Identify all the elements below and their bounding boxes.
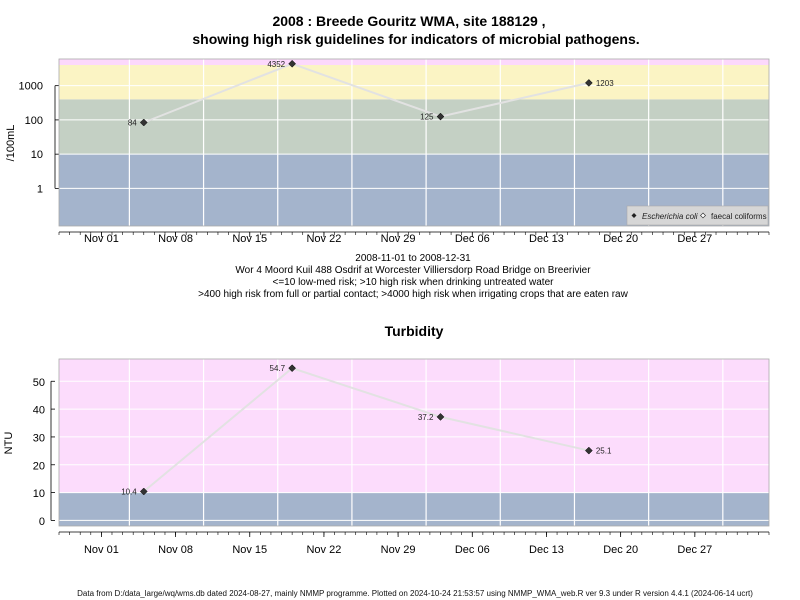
- x-tick-label: Dec 06: [455, 544, 490, 556]
- x-tick-label: Dec 13: [529, 544, 564, 556]
- y-tick-label: 0: [39, 516, 45, 528]
- chart2-title: Turbidity: [385, 323, 444, 339]
- chart1-caption-2: Wor 4 Moord Kuil 488 Osdrif at Worcester…: [235, 265, 591, 276]
- x-tick-label: Dec 27: [677, 233, 712, 245]
- legend-faecal-label: faecal coliforms: [711, 212, 767, 221]
- x-tick-label: Nov 29: [381, 544, 416, 556]
- legend-box: [626, 205, 769, 226]
- ecoli-data-label: 125: [420, 113, 434, 122]
- ecoli-data-label: 84: [128, 119, 137, 128]
- x-tick-label: Dec 27: [677, 544, 712, 556]
- x-tick-label: Nov 22: [306, 233, 341, 245]
- turbidity-point: [436, 413, 445, 421]
- y-tick-label: 1: [37, 183, 43, 195]
- chart1-legend: Escherichia coli faecal coliforms: [626, 205, 769, 226]
- plot-border: [58, 58, 770, 227]
- chart1-caption-1: 2008-11-01 to 2008-12-31: [355, 253, 471, 264]
- ecoli-point: [584, 79, 593, 87]
- chart1-title-line1: 2008 : Breede Gouritz WMA, site 188129 ,: [272, 13, 545, 29]
- y-tick-label: 10: [33, 488, 45, 500]
- ecoli-data-label: 4352: [267, 60, 285, 69]
- x-tick-label: Dec 06: [455, 233, 490, 245]
- x-tick-label: Dec 13: [529, 233, 564, 245]
- x-tick-label: Nov 22: [306, 544, 341, 556]
- x-tick-label: Nov 08: [158, 233, 193, 245]
- y-axis-label: /100mL: [5, 125, 17, 162]
- band-low-turbidity: [59, 492, 769, 526]
- chart1-caption-3: <=10 low-med risk; >10 high risk when dr…: [273, 277, 555, 288]
- y-tick-label: 30: [33, 432, 45, 444]
- y-tick-label: 100: [25, 115, 43, 127]
- x-tick-label: Nov 15: [232, 233, 267, 245]
- band-high-risk-contact: [59, 65, 769, 100]
- chart2-plot: 0 10 20 30 40 50 Nov 01 Nov 08 Nov 15 Nov 22 Nov 2…: [3, 358, 770, 556]
- x-tick-label: Nov 01: [84, 233, 119, 245]
- ecoli-data-label: 1203: [596, 79, 614, 88]
- y-axis-label: NTU: [3, 432, 15, 455]
- turbidity-point: [288, 364, 296, 373]
- x-tick-label: Dec 20: [603, 233, 638, 245]
- chart1-plot: 1 10 100 1000 Nov 01 Nov 08 Nov 15 Nov 22 Nov 29…: [5, 58, 770, 245]
- turbidity-data-label: 10.4: [121, 487, 137, 496]
- footer-text: Data from D:/data_large/wq/wms.db dated …: [77, 589, 753, 598]
- ecoli-point: [288, 59, 296, 68]
- y-tick-label: 10: [31, 149, 43, 161]
- y-tick-label: 1000: [19, 81, 43, 93]
- chart1-caption-4: >400 high risk from full or partial cont…: [198, 289, 628, 300]
- ecoli-point: [139, 118, 148, 127]
- x-tick-label: Nov 29: [381, 233, 416, 245]
- x-tick-label: Dec 20: [603, 544, 638, 556]
- ecoli-point: [436, 112, 445, 121]
- turbidity-data-label: 25.1: [596, 447, 612, 456]
- legend-ecoli-label: Escherichia coli: [642, 212, 698, 221]
- y-tick-label: 20: [33, 460, 45, 472]
- legend-faecal-marker: [700, 212, 706, 219]
- plot-border: [58, 358, 770, 527]
- y-tick-label: 40: [33, 405, 45, 417]
- turbidity-data-label: 54.7: [270, 364, 286, 373]
- x-tick-label: Nov 15: [232, 544, 267, 556]
- turbidity-point: [584, 446, 593, 455]
- ecoli-series-line: [143, 62, 590, 124]
- chart1-title-line2: showing high risk guidelines for indicat…: [192, 31, 639, 47]
- x-tick-label: Nov 08: [158, 544, 193, 556]
- y-tick-label: 50: [33, 377, 45, 389]
- x-tick-label: Nov 01: [84, 544, 119, 556]
- turbidity-data-label: 37.2: [418, 413, 434, 422]
- turbidity-point: [139, 487, 148, 496]
- turbidity-series-line: [143, 367, 590, 493]
- legend-ecoli-marker: [631, 213, 637, 218]
- band-high-risk-irrigation: [59, 59, 769, 65]
